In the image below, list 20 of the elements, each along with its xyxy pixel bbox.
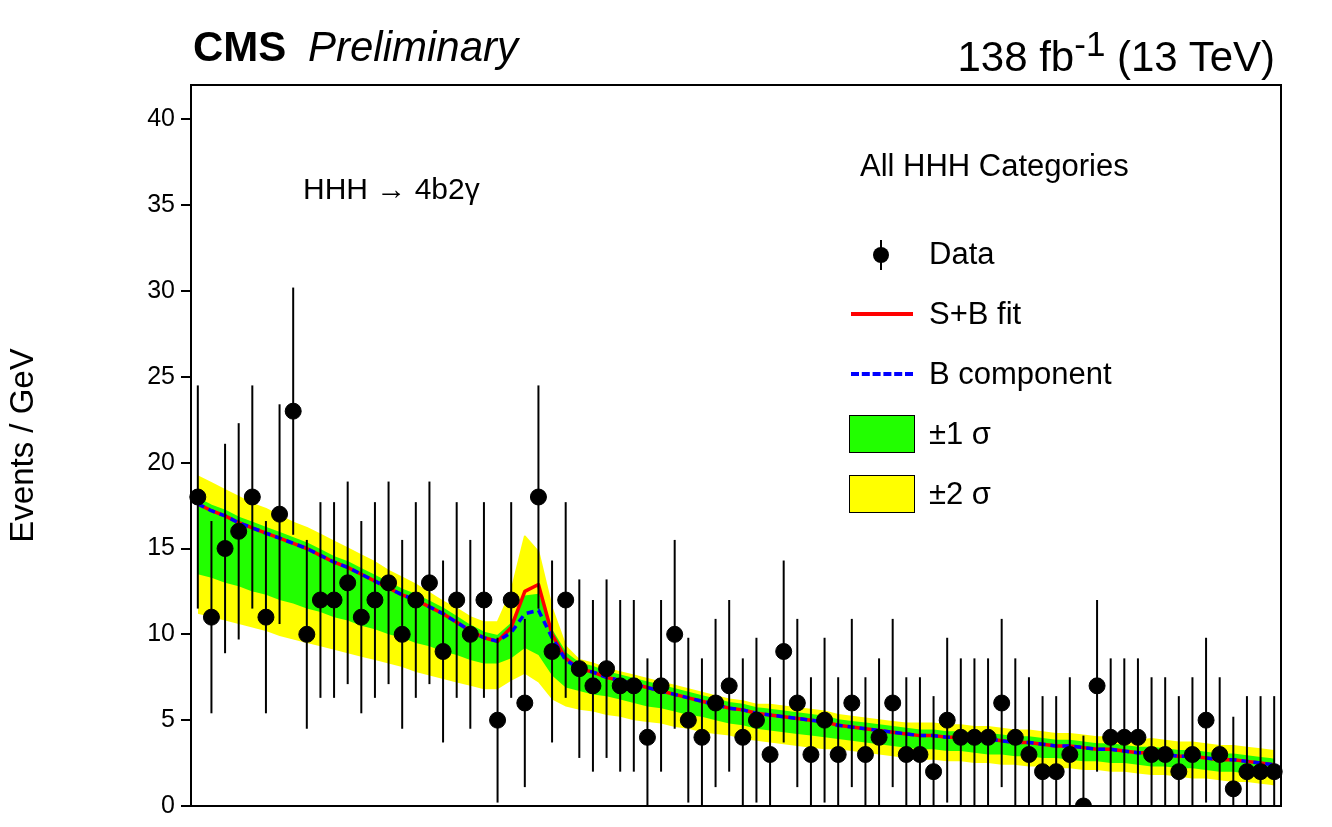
annotation: HHH → 4b2γ	[303, 172, 480, 205]
y-tick-label: 25	[147, 360, 175, 389]
chart-subtitle: Preliminary	[308, 23, 519, 70]
y-tick-label: 5	[161, 704, 175, 733]
y-tick-label: 15	[147, 532, 175, 561]
y-axis-title: Events / GeV	[2, 348, 40, 543]
legend-label: ±2 σ	[929, 476, 991, 512]
legend-label: ±1 σ	[929, 416, 991, 452]
legend-label: S+B fit	[929, 296, 1022, 332]
chart-title: CMS	[193, 23, 287, 70]
y-tick-label: 40	[147, 103, 175, 132]
legend-title: All HHH Categories	[860, 148, 1129, 184]
y-tick-label: 10	[147, 618, 175, 647]
y-tick-label: 35	[147, 189, 175, 218]
y-tick-label: 20	[147, 446, 175, 475]
y-tick-label: 30	[147, 274, 175, 303]
y-tick-label: 0	[161, 789, 175, 818]
legend-label: Data	[929, 236, 995, 272]
legend-label: B component	[929, 356, 1112, 392]
text: 138 fb$^{-1}$ (13 TeV)	[957, 24, 1275, 80]
